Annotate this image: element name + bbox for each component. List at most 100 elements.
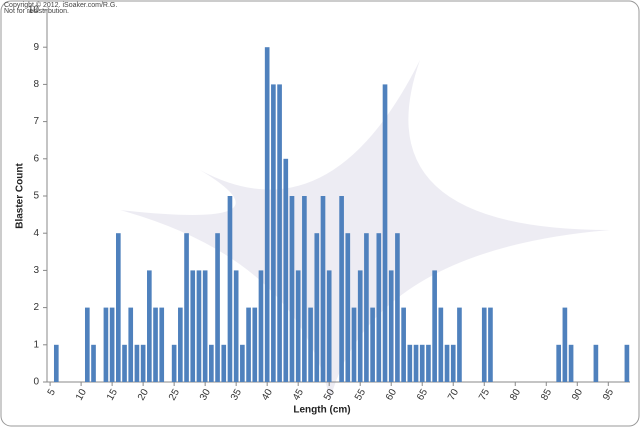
bar <box>196 270 202 382</box>
bar <box>407 344 413 382</box>
y-tick-label: 0 <box>33 377 39 388</box>
x-tick-label: 40 <box>260 387 275 403</box>
bar <box>227 196 233 382</box>
bar <box>382 84 388 383</box>
watermark <box>120 60 610 400</box>
bar <box>122 344 127 382</box>
x-tick-label: 45 <box>291 387 306 403</box>
bar <box>153 307 158 382</box>
bar <box>252 307 258 382</box>
bar <box>444 344 450 382</box>
x-tick-label: 30 <box>198 387 213 403</box>
bar <box>178 307 183 382</box>
bar <box>302 196 307 382</box>
bar <box>339 196 344 382</box>
bar <box>171 344 177 382</box>
bar <box>438 307 444 382</box>
x-tick-label: 55 <box>353 387 368 403</box>
bar <box>103 307 109 382</box>
y-tick-label: 9 <box>33 42 39 53</box>
bar <box>233 270 239 382</box>
bar <box>295 270 301 382</box>
bar <box>419 344 425 382</box>
y-tick-label: 7 <box>33 116 39 127</box>
bar <box>351 307 357 382</box>
x-tick-label: 10 <box>74 387 89 403</box>
bar <box>326 270 332 382</box>
y-tick-label: 1 <box>33 339 39 350</box>
x-tick-label: 65 <box>415 387 430 403</box>
bar <box>426 344 431 382</box>
bar <box>109 307 115 382</box>
bar <box>401 307 406 382</box>
y-tick-label: 6 <box>33 153 39 164</box>
bar <box>209 344 214 382</box>
bar <box>190 270 196 382</box>
bar <box>624 344 630 382</box>
bar <box>264 47 270 382</box>
bar <box>84 307 90 382</box>
bar <box>320 196 326 382</box>
bar <box>159 307 165 382</box>
bar <box>283 158 289 382</box>
bar <box>240 344 245 382</box>
bar <box>308 307 313 382</box>
x-tick-label: 15 <box>105 387 120 403</box>
bar <box>134 344 140 382</box>
bar <box>370 307 375 382</box>
bar <box>593 344 599 382</box>
bar <box>271 84 276 383</box>
bar <box>432 270 437 382</box>
x-tick-label: 95 <box>601 387 616 403</box>
x-tick-label: 60 <box>384 387 399 403</box>
bar <box>53 344 59 382</box>
bar <box>568 344 574 382</box>
bar <box>277 84 282 383</box>
bar <box>147 270 152 382</box>
bar <box>289 196 295 382</box>
bar <box>388 270 394 382</box>
bar <box>202 270 208 382</box>
y-tick-label: 10 <box>28 5 40 16</box>
note: Not for redistribution. <box>4 8 69 15</box>
bar <box>345 233 351 382</box>
x-tick-label: 50 <box>322 387 337 403</box>
x-tick-label: 5 <box>46 387 59 398</box>
y-tick-label: 3 <box>33 265 39 276</box>
x-tick-label: 90 <box>570 387 585 403</box>
y-tick-label: 5 <box>33 191 39 202</box>
y-axis-title: Blaster Count <box>15 163 26 229</box>
x-tick-label: 35 <box>229 387 244 403</box>
bar <box>395 233 400 382</box>
bar <box>488 307 493 382</box>
bar <box>115 233 121 382</box>
x-tick-label: 80 <box>508 387 523 403</box>
bar <box>91 344 96 382</box>
x-axis-title: Length (cm) <box>293 405 350 416</box>
x-tick-label: 75 <box>477 387 492 403</box>
x-tick-label: 20 <box>136 387 151 403</box>
bar <box>184 233 189 382</box>
x-tick-label: 85 <box>539 387 554 403</box>
bar <box>376 233 382 382</box>
bar <box>221 344 227 382</box>
y-tick-label: 8 <box>33 79 39 90</box>
bar <box>246 307 251 382</box>
bar <box>413 344 419 382</box>
bar <box>556 344 562 382</box>
x-tick-label: 70 <box>446 387 461 403</box>
bar <box>364 233 369 382</box>
bar <box>314 233 320 382</box>
bar <box>481 307 487 382</box>
y-tick-label: 2 <box>33 302 39 313</box>
copyright: Copyright © 2012. iSoaker.com/R.G. <box>4 1 117 9</box>
y-tick-label: 4 <box>33 228 39 239</box>
bar <box>128 307 134 382</box>
bar <box>215 233 220 382</box>
bar <box>258 270 264 382</box>
bar <box>450 344 456 382</box>
x-tick-label: 25 <box>167 387 182 403</box>
bar <box>457 307 462 382</box>
